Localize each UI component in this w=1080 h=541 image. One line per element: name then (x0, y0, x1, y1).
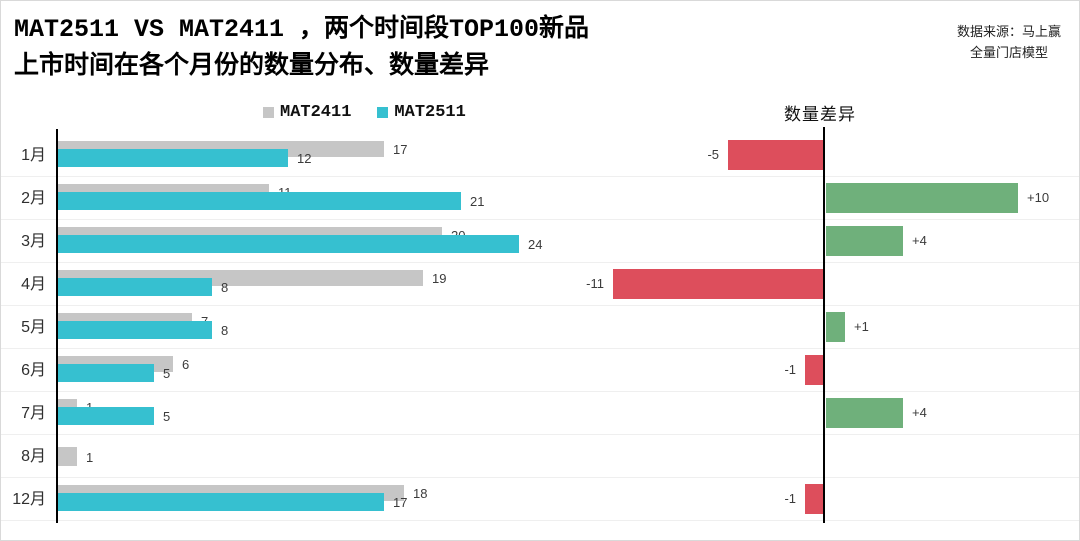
diff-value-label: +4 (912, 233, 927, 248)
mat2511-bar (58, 149, 288, 167)
mat2511-bar (58, 364, 154, 382)
chart-row-3月: 3月2024+4 (1, 220, 1079, 263)
chart-row-8月: 8月 1 (1, 435, 1079, 478)
mat2511-value-label: 24 (528, 237, 543, 252)
month-label: 8月 (21, 448, 46, 465)
mat2511-value-label: 8 (221, 280, 229, 295)
data-source: 数据来源：马上赢 全量门店模型 (957, 21, 1061, 63)
diff-value-label: -11 (586, 276, 604, 291)
month-label: 4月 (21, 276, 46, 293)
mat2511-bar (58, 235, 519, 253)
diff-bar (805, 355, 824, 385)
legend-item-mat2511: MAT2511 (377, 103, 466, 122)
mat2411-value-label: 1 (86, 450, 94, 465)
mat2511-value-label: 21 (470, 194, 485, 209)
mat2511-bar (58, 407, 154, 425)
legend-item-mat2411: MAT2411 (263, 103, 351, 122)
diff-bar (826, 226, 903, 256)
diff-bar (826, 312, 845, 342)
diff-bar (826, 398, 903, 428)
chart-row-4月: 4月 19 8 -11 (1, 263, 1079, 306)
diff-value-label: +1 (854, 319, 869, 334)
diff-bar (728, 140, 824, 170)
legend-swatch-mat2511 (377, 107, 389, 118)
diff-bar (826, 183, 1018, 213)
mat2411-value-label: 6 (182, 357, 190, 372)
mat2511-value-label: 5 (163, 409, 171, 424)
chart-row-2月: 2月1121+10 (1, 177, 1079, 220)
mat2411-value-label: 17 (393, 142, 408, 157)
chart-row-12月: 12月 18 17 -1 (1, 478, 1079, 521)
diff-value-label: -5 (707, 147, 719, 162)
chart-row-6月: 6月 6 5 -1 (1, 349, 1079, 392)
mat2411-value-label: 19 (432, 271, 447, 286)
chart-title-line2: 上市时间在各个月份的数量分布、数量差异 (14, 52, 490, 81)
mat2411-value-label: 18 (413, 486, 428, 501)
diff-value-label: +10 (1027, 190, 1050, 205)
mat2511-bar (58, 278, 212, 296)
mat2411-bar (58, 447, 77, 466)
chart-row-1月: 1月 17 12 -5 (1, 134, 1079, 177)
mat2511-value-label: 5 (163, 366, 171, 381)
chart-row-5月: 5月78+1 (1, 306, 1079, 349)
diff-axis-line (823, 127, 825, 523)
month-label: 6月 (21, 362, 46, 379)
diff-value-label: -1 (784, 362, 796, 377)
diff-value-label: +4 (912, 405, 927, 420)
data-source-line1: 数据来源：马上赢 (956, 24, 1061, 39)
mat2511-bar (58, 493, 384, 511)
month-label: 5月 (21, 319, 46, 336)
chart-rows: 1月1712-52月1121+103月2024+44月198-115月78+16… (1, 134, 1079, 521)
mat2511-value-label: 8 (221, 323, 229, 338)
diff-bar (613, 269, 824, 299)
month-label: 2月 (21, 190, 46, 207)
legend: MAT2411 MAT2511 (263, 103, 466, 122)
chart-title: MAT2511 VS MAT2411 ，两个时间段TOP100新品 上市时间在各… (14, 11, 589, 85)
diff-value-label: -1 (784, 491, 796, 506)
legend-label: MAT2511 (394, 103, 466, 122)
diff-bar (805, 484, 824, 514)
month-label: 7月 (21, 405, 46, 422)
mat2511-bar (58, 192, 461, 210)
data-source-line2: 全量门店模型 (969, 45, 1048, 60)
month-label: 1月 (21, 147, 46, 164)
chart-title-line1: MAT2511 VS MAT2411 ，两个时间段TOP100新品 (14, 15, 590, 44)
month-label: 12月 (12, 491, 46, 508)
mat2511-bar (58, 321, 212, 339)
mat2511-value-label: 17 (393, 495, 408, 510)
legend-label: MAT2411 (280, 103, 352, 122)
left-axis-line (56, 129, 58, 523)
diff-column-header: 数量差异 (784, 105, 856, 124)
month-label: 3月 (21, 233, 46, 250)
chart-row-7月: 7月15+4 (1, 392, 1079, 435)
mat2511-value-label: 12 (297, 151, 312, 166)
legend-swatch-mat2411 (263, 107, 274, 118)
